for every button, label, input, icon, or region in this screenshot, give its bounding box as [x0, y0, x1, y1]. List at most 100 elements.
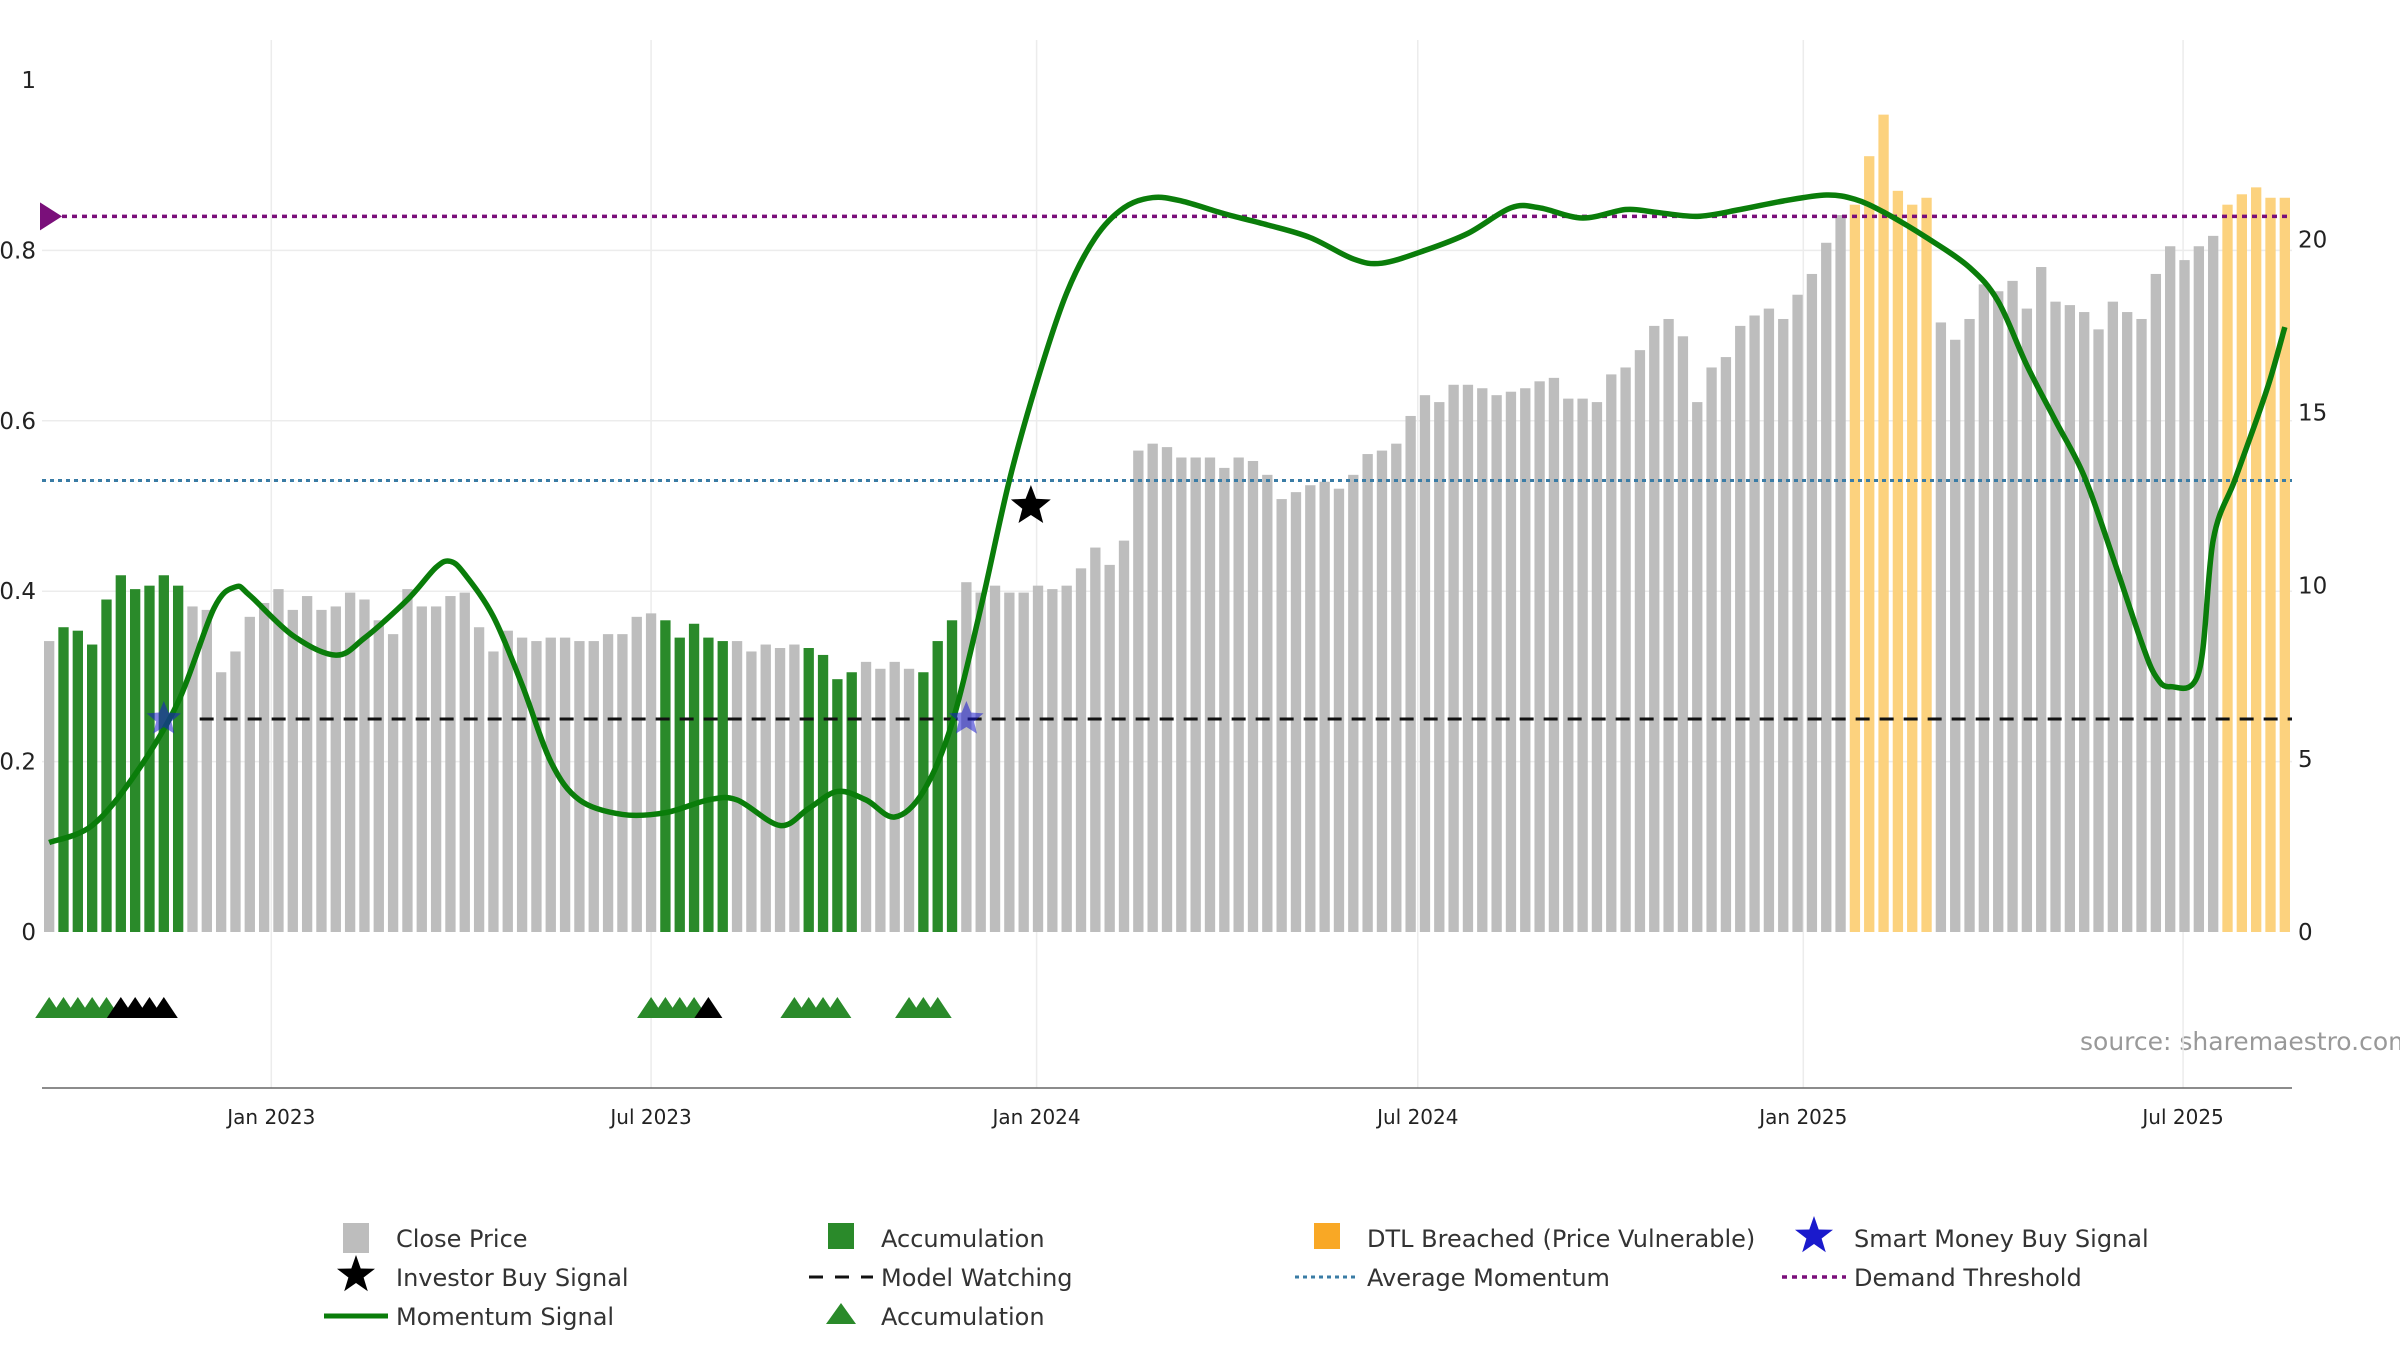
accumulation-bar: [144, 585, 155, 932]
close-price-bar: [1434, 402, 1445, 933]
close-price-bar: [2208, 235, 2219, 933]
close-price-bar: [1448, 384, 1459, 932]
close-price-bar: [1061, 585, 1072, 932]
close-price-bar: [1018, 592, 1029, 932]
legend-label: Smart Money Buy Signal: [1854, 1225, 2149, 1253]
close-price-bar: [1534, 381, 1545, 932]
accumulation-bar: [129, 589, 141, 932]
dtl-breached-bar: [2279, 197, 2290, 932]
close-price-bar: [903, 668, 915, 932]
close-price-bar: [1376, 450, 1388, 932]
x-tick-label: Jan 2023: [225, 1105, 315, 1129]
accumulation-bar: [717, 641, 728, 932]
close-price-bar: [1663, 318, 1674, 933]
close-price-bar: [1405, 415, 1416, 932]
close-price-bar: [1677, 336, 1689, 932]
left-tick-label: 0.8: [0, 238, 36, 264]
close-price-bar: [1247, 460, 1259, 932]
close-price-bar: [2179, 260, 2190, 933]
accumulation-bar: [158, 575, 169, 932]
left-tick-label: 0.4: [0, 579, 36, 605]
close-price-bar: [2150, 273, 2162, 932]
close-price-bar: [1577, 398, 1588, 932]
legend-item: DTL Breached (Price Vulnerable): [1314, 1223, 1755, 1253]
legend-label: Accumulation: [881, 1303, 1045, 1331]
close-price-bar: [1219, 467, 1230, 932]
close-price-bar: [545, 637, 556, 932]
source-label: source: sharemaestro.com: [2080, 1027, 2400, 1056]
close-price-bar: [1419, 395, 1431, 932]
dtl-breached-bar: [1907, 204, 1918, 932]
close-price-bar: [1950, 339, 1961, 932]
close-price-bar: [1634, 350, 1646, 932]
close-price-bar: [1720, 357, 1732, 932]
dtl-breached-bar: [1921, 197, 1932, 932]
close-price-bar: [445, 596, 456, 932]
close-price-bar: [975, 592, 986, 932]
close-price-bar: [373, 620, 384, 932]
legend-swatch-investor: [337, 1255, 375, 1292]
close-price-bar: [187, 606, 198, 932]
close-price-bar: [502, 630, 513, 932]
close-price-bar: [1520, 388, 1531, 932]
close-price-bar: [258, 602, 270, 932]
dtl-breached-bar: [1849, 204, 1861, 932]
accumulation-bar: [115, 575, 126, 932]
close-price-bar: [416, 606, 427, 932]
right-tick-label: 15: [2298, 400, 2327, 426]
close-price-bar: [2136, 318, 2147, 933]
right-tick-label: 0: [2298, 920, 2313, 946]
x-tick-label: Jan 2024: [991, 1105, 1081, 1129]
momentum-signal-line: [48, 192, 2288, 846]
legend-label: Close Price: [396, 1225, 528, 1253]
accumulation-bar: [660, 620, 671, 932]
close-price-bar: [1964, 318, 1975, 933]
close-price-bar: [1161, 447, 1173, 932]
dtl-breached-bar: [1878, 114, 1889, 932]
close-price-bar: [1104, 564, 1115, 932]
close-price-bar: [344, 592, 356, 932]
x-tick-label: Jul 2024: [1375, 1105, 1458, 1129]
close-price-bar: [1118, 540, 1130, 932]
close-price-bar: [1276, 499, 1287, 932]
close-price-bar: [473, 627, 485, 932]
close-price-bar: [588, 641, 599, 932]
close-price-bar: [1620, 367, 1631, 933]
close-price-bar: [989, 585, 1001, 932]
close-price-bar: [2079, 312, 2090, 932]
legend-label: Accumulation: [881, 1225, 1045, 1253]
legend-label: Model Watching: [881, 1264, 1073, 1292]
close-price-bar: [1477, 388, 1488, 932]
legend-label: DTL Breached (Price Vulnerable): [1367, 1225, 1755, 1253]
x-tick-label: Jul 2025: [2140, 1105, 2223, 1129]
close-price-bar: [1391, 443, 1402, 932]
close-price-bar: [1348, 474, 1359, 932]
close-price-bar: [1993, 291, 2004, 932]
left-tick-label: 1: [21, 68, 36, 94]
close-price-bar: [617, 634, 628, 932]
legend-swatch-accumulation: [828, 1223, 854, 1249]
legend-item: Accumulation: [828, 1223, 1045, 1253]
dtl-breached-bar: [1864, 156, 1875, 932]
close-price-bar: [402, 589, 413, 932]
close-price-bar: [1806, 273, 1818, 932]
legend-swatch-smart: [1795, 1216, 1833, 1253]
model-watching-marker: [149, 997, 178, 1018]
legend-item: Smart Money Buy Signal: [1795, 1216, 2149, 1253]
close-price-bar: [1462, 384, 1474, 932]
accumulation-bar: [101, 599, 112, 932]
accumulation-bar: [946, 620, 958, 932]
close-price-bar: [1649, 325, 1660, 932]
close-price-bar: [2165, 246, 2176, 932]
close-price-bar: [631, 616, 642, 932]
right-tick-label: 10: [2298, 574, 2327, 600]
demand-threshold-marker: [40, 202, 62, 231]
accumulation-bar: [803, 648, 814, 932]
close-price-bar: [1735, 325, 1746, 932]
left-tick-label: 0.6: [0, 409, 36, 435]
close-price-bar: [1233, 457, 1244, 932]
close-price-bar: [1821, 242, 1832, 932]
legend-item: Model Watching: [809, 1264, 1073, 1292]
dtl-breached-bar: [2236, 194, 2247, 933]
accumulation-bar: [688, 623, 700, 932]
